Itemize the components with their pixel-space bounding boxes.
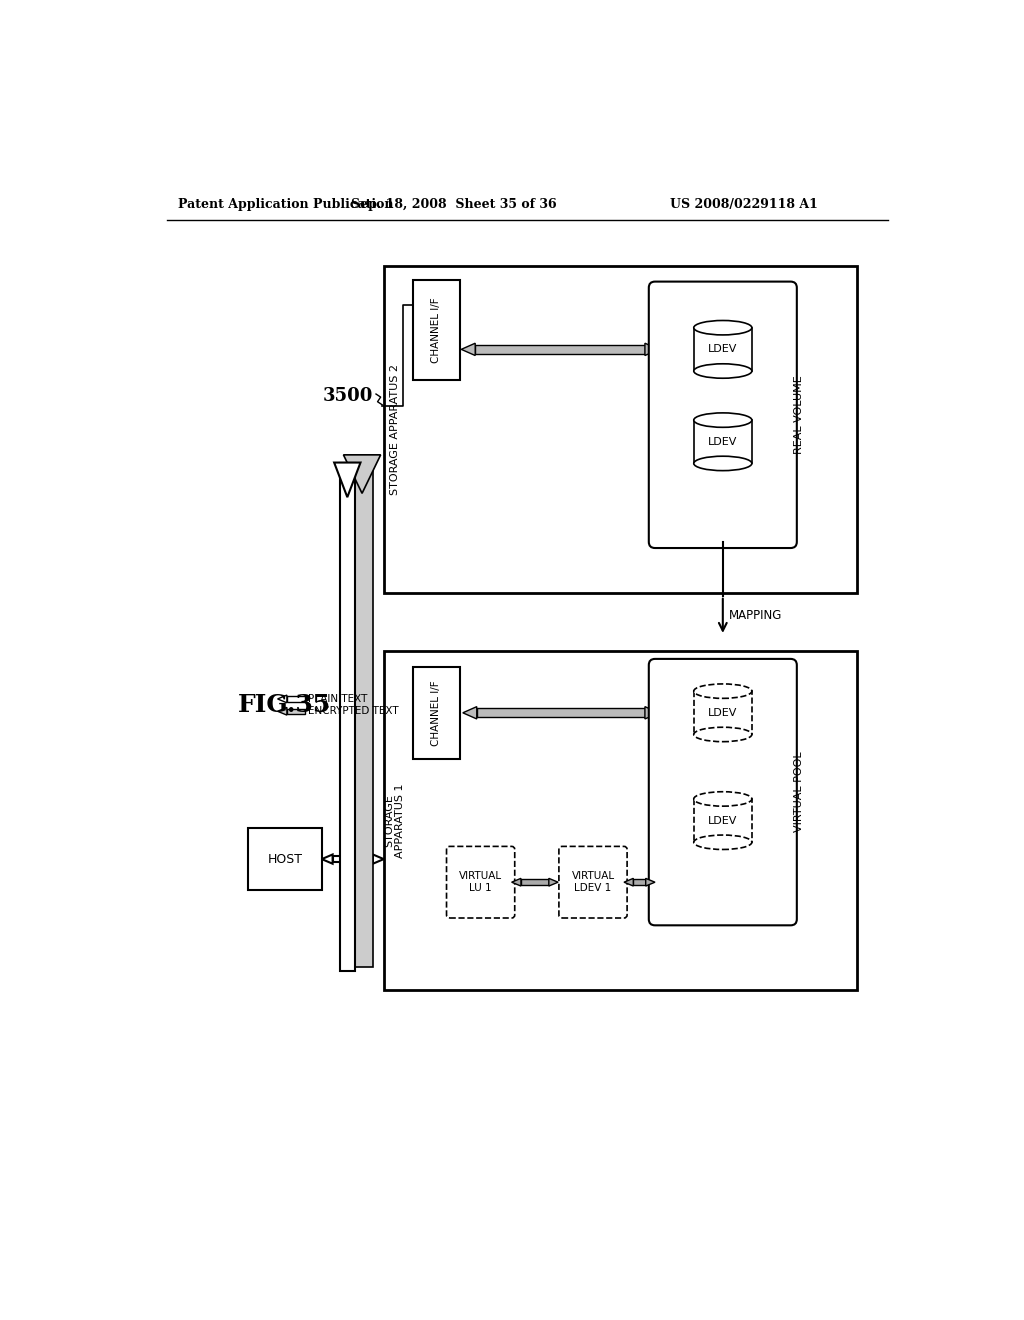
Bar [633,879,646,886]
Bar [287,696,305,702]
Polygon shape [461,343,475,355]
Text: VIRTUAL
LU 1: VIRTUAL LU 1 [459,871,502,894]
Bar [384,651,856,990]
Text: HOST: HOST [267,853,302,866]
FancyBboxPatch shape [649,281,797,548]
Polygon shape [278,696,287,702]
Polygon shape [334,462,360,498]
Text: STORAGE
APPARATUS 1: STORAGE APPARATUS 1 [384,783,406,858]
Bar [475,345,645,354]
FancyBboxPatch shape [649,659,797,925]
Bar [693,420,752,463]
Text: Patent Application Publication: Patent Application Publication [178,198,394,211]
Bar [521,879,549,886]
Bar [248,829,322,890]
Text: CHANNEL I/F: CHANNEL I/F [431,680,441,746]
Polygon shape [343,455,381,494]
Ellipse shape [693,457,752,471]
Polygon shape [278,708,287,715]
Bar [477,708,645,718]
FancyBboxPatch shape [559,846,627,917]
Polygon shape [512,878,521,886]
Text: US 2008/0229118 A1: US 2008/0229118 A1 [671,198,818,211]
Ellipse shape [693,836,752,850]
Text: PLAIN TEXT: PLAIN TEXT [308,694,368,704]
Polygon shape [645,706,658,719]
Text: CHANNEL I/F: CHANNEL I/F [431,297,441,363]
Text: REAL VOLUME: REAL VOLUME [794,375,804,454]
Polygon shape [463,706,477,719]
Bar [693,692,752,734]
Polygon shape [373,854,384,863]
Text: 3500: 3500 [323,387,373,404]
Bar [287,709,305,714]
Ellipse shape [693,413,752,428]
Text: FIG.35: FIG.35 [238,693,332,717]
Polygon shape [645,343,658,355]
Text: LDEV: LDEV [709,816,737,825]
Text: LDEV: LDEV [709,437,737,446]
Text: Sep. 18, 2008  Sheet 35 of 36: Sep. 18, 2008 Sheet 35 of 36 [350,198,556,211]
Bar [414,667,460,759]
Bar [693,799,752,842]
Text: LDEV: LDEV [709,345,737,354]
Polygon shape [322,854,333,863]
Text: MAPPING: MAPPING [729,609,782,622]
Bar [351,455,373,968]
Bar [340,462,355,970]
Polygon shape [624,878,633,886]
Text: VIRTUAL
LDEV 1: VIRTUAL LDEV 1 [571,871,614,894]
Bar [414,280,460,380]
FancyBboxPatch shape [446,846,515,917]
Text: VIRTUAL POOL: VIRTUAL POOL [794,752,804,833]
Polygon shape [549,878,558,886]
Text: ENCRYPTED TEXT: ENCRYPTED TEXT [308,706,398,717]
Ellipse shape [693,684,752,698]
Ellipse shape [693,727,752,742]
Ellipse shape [693,364,752,379]
Polygon shape [646,878,655,886]
Bar [693,327,752,371]
Text: STORAGE APPARATUS 2: STORAGE APPARATUS 2 [389,364,399,495]
Ellipse shape [693,792,752,807]
Text: LDEV: LDEV [709,708,737,718]
Bar [333,857,373,862]
Bar [384,267,856,594]
Ellipse shape [693,321,752,335]
